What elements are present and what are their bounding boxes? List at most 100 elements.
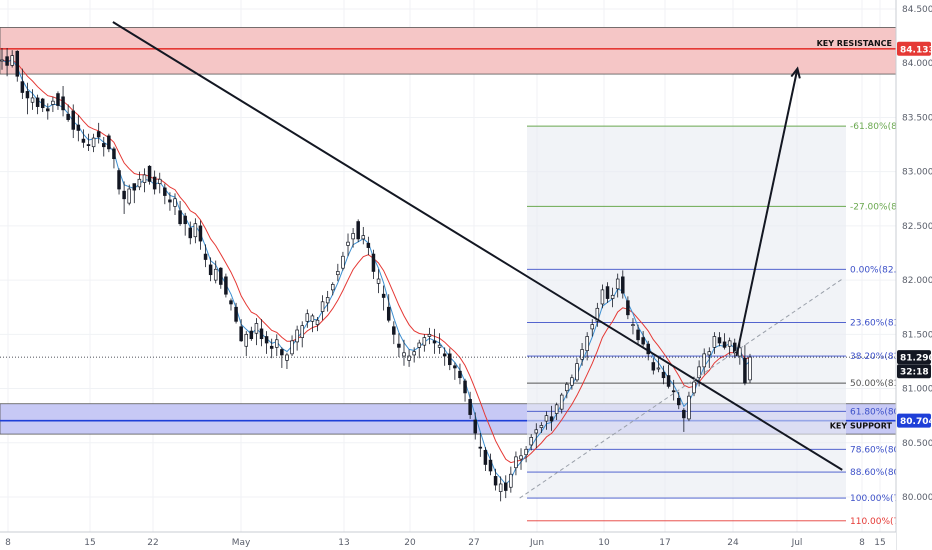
fib-level-label: -27.00%(82 <box>850 202 903 212</box>
candle-body <box>127 188 131 204</box>
fib-level-label: 100.00%(79 <box>850 494 905 504</box>
time-tick-label: Jul <box>791 538 803 548</box>
descending-trendline[interactable] <box>112 21 843 471</box>
candle-body <box>91 137 96 148</box>
candle-body <box>554 404 559 414</box>
price-tick-label: 82.500 <box>902 222 932 232</box>
fib-level-label: 38.20%(81.2 <box>850 352 908 362</box>
zone-labels: KEY RESISTANCE KEY SUPPORT <box>817 39 893 431</box>
time-tick-label: 15 <box>874 538 885 548</box>
candle-body <box>478 446 483 449</box>
candle-body <box>463 380 467 394</box>
candle-body <box>86 144 91 146</box>
candle-body <box>615 278 620 290</box>
time-tick-label: 20 <box>404 538 416 548</box>
candle-body <box>565 383 569 392</box>
price-tick-label: 83.000 <box>902 168 932 178</box>
price-tick-label: 84.000 <box>902 59 932 69</box>
candle-body <box>493 476 498 486</box>
candle-body <box>224 276 228 295</box>
candle-body <box>712 336 717 348</box>
price-tag-label: 80.704 <box>900 417 932 427</box>
candle-body <box>336 271 340 276</box>
time-tick-label: 10 <box>598 538 610 548</box>
candle-body <box>722 341 727 348</box>
candle-body <box>208 264 213 276</box>
candle-body <box>147 165 152 182</box>
candle-body <box>51 100 55 105</box>
candle-body <box>524 448 528 456</box>
candle-body <box>631 324 635 327</box>
candle-body <box>570 377 574 386</box>
candle-body <box>437 344 442 348</box>
candle-body <box>173 198 177 207</box>
candle-body <box>702 353 706 368</box>
candle-body <box>549 416 554 422</box>
price-tag-label: 84.133 <box>900 45 932 55</box>
candle-body <box>61 96 65 111</box>
price-axis-background <box>896 0 932 550</box>
candle-body <box>351 233 355 240</box>
candle-body <box>198 225 203 242</box>
fib-level-label: 110.00%(79 <box>850 517 905 527</box>
candle-body <box>259 328 264 340</box>
candle-body <box>682 409 686 419</box>
time-tick-label: 8 <box>5 538 11 548</box>
candle-body <box>320 301 325 312</box>
candle-body <box>310 315 315 322</box>
price-tick-label: 81.000 <box>902 385 932 395</box>
candle-body <box>412 351 416 356</box>
candle-body <box>514 456 518 469</box>
candle-body <box>641 337 645 345</box>
candle-body <box>234 306 238 322</box>
time-axis[interactable]: 8 15 22 May 13 20 27 Jun 10 17 24 Jul 8 15 <box>0 531 896 550</box>
ema-fast-line <box>1 58 751 486</box>
candle-body <box>692 381 696 394</box>
candle-body <box>605 286 610 299</box>
candle-body <box>300 325 304 338</box>
candle-body <box>122 190 126 200</box>
time-tick-label: May <box>232 538 251 548</box>
candle-body <box>580 349 584 360</box>
candle-body <box>168 199 172 203</box>
candle-body <box>600 289 605 305</box>
time-axis-background <box>0 532 896 550</box>
candle-body <box>504 482 508 491</box>
projection-arrow-shaft[interactable] <box>735 68 799 357</box>
candle-body <box>407 355 411 361</box>
candle-body <box>25 91 30 99</box>
candle-body <box>488 459 493 472</box>
price-axis[interactable]: 84.500 84.000 83.500 83.000 82.500 82.000 81.5… <box>895 0 932 550</box>
price-tick-label: 80.500 <box>902 439 932 449</box>
fib-level-label: 0.00%(82.10 <box>850 265 908 275</box>
candle-body <box>71 110 75 130</box>
candle-body <box>422 337 427 346</box>
candle-body <box>188 227 193 239</box>
candle-body <box>402 352 406 357</box>
candle-body <box>519 455 523 460</box>
price-tick-label: 82.000 <box>902 276 932 286</box>
time-tick-label: 8 <box>859 538 865 548</box>
key-support-label: KEY SUPPORT <box>830 422 893 431</box>
candle-body <box>325 297 330 304</box>
fib-anchor-dashed-line <box>519 278 843 499</box>
candle-body <box>81 138 86 143</box>
candle-body <box>473 419 477 434</box>
candle-body <box>442 353 447 357</box>
candle-body <box>458 370 462 379</box>
candle-body <box>117 170 121 190</box>
candle-body <box>626 300 630 316</box>
candle-body <box>636 329 640 341</box>
candle-body <box>203 253 208 260</box>
candle-body <box>356 221 360 240</box>
fib-level-label: 78.60%(80.4 <box>850 445 908 455</box>
candle-body <box>285 354 289 361</box>
candle-body <box>590 324 595 330</box>
drawing-lines[interactable] <box>0 21 896 499</box>
candle-body <box>671 390 676 393</box>
projection-arrow-head <box>790 66 801 79</box>
candle-body <box>386 306 391 321</box>
candle-body <box>468 399 472 415</box>
candle-body <box>269 345 274 349</box>
